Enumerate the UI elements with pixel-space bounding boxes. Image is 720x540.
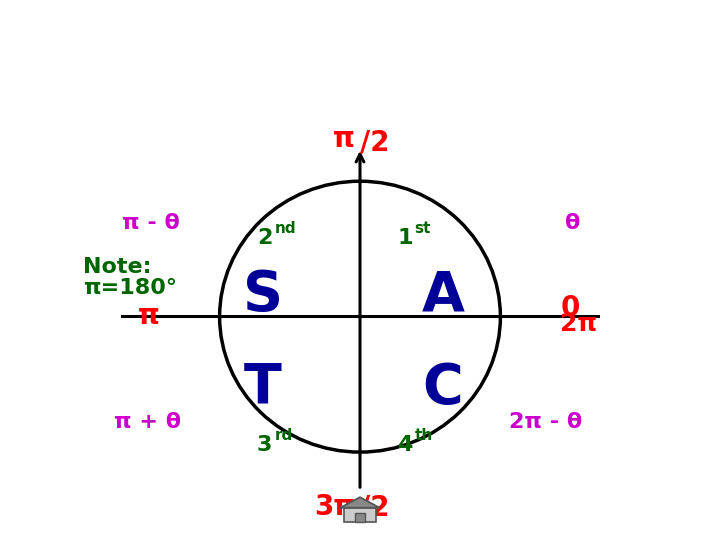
Text: Trigonometric Results: Trigonometric Results — [121, 14, 599, 51]
Text: π: π — [138, 302, 160, 330]
Text: 1: 1 — [397, 228, 413, 248]
Text: 2π: 2π — [560, 312, 598, 336]
Text: /2: /2 — [360, 494, 390, 522]
Polygon shape — [341, 497, 379, 508]
Text: θ: θ — [564, 213, 580, 233]
Text: π=180°: π=180° — [83, 278, 177, 298]
Text: T: T — [244, 361, 282, 415]
Text: rd: rd — [274, 428, 292, 443]
Text: st: st — [415, 221, 431, 236]
Text: 2: 2 — [257, 228, 272, 248]
Text: nd: nd — [274, 221, 296, 236]
Text: 3π: 3π — [314, 494, 355, 522]
Text: 4: 4 — [397, 435, 413, 455]
Text: π - θ: π - θ — [122, 213, 180, 233]
Text: π: π — [333, 125, 355, 153]
Bar — [355, 514, 365, 522]
FancyBboxPatch shape — [344, 508, 376, 522]
Text: A: A — [421, 268, 464, 322]
Text: C: C — [423, 361, 463, 415]
Text: 0: 0 — [560, 294, 580, 322]
Text: th: th — [415, 428, 433, 443]
Text: S: S — [243, 268, 283, 322]
Text: Note:: Note: — [83, 256, 151, 277]
Text: π + θ: π + θ — [114, 412, 181, 432]
Text: /2: /2 — [360, 128, 390, 156]
Text: 2π - θ: 2π - θ — [509, 412, 582, 432]
Text: 3: 3 — [257, 435, 272, 455]
